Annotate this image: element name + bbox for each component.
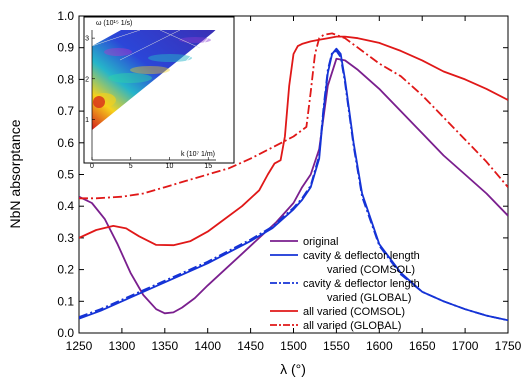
inset-heatmap: ω (10¹⁵ 1/s) k (10⁷ 1/m) 0 5 10 15 1 2 3 [83, 16, 235, 170]
y-tick-label: 0.7 [57, 104, 74, 118]
x-tick-label: 1500 [280, 339, 307, 353]
x-tick-label: 1400 [194, 339, 221, 353]
x-tick-label: 1450 [237, 339, 264, 353]
inset-x-title: k (10⁷ 1/m) [181, 151, 215, 158]
inset-x-tick-label: 10 [166, 163, 174, 170]
inset-y-tick-label: 2 [85, 76, 89, 83]
y-tick-label: 0.6 [57, 136, 74, 150]
inset-x-tick-label: 5 [129, 163, 133, 170]
inset-light-line-3 [159, 29, 201, 49]
x-tick-label: 1600 [366, 339, 393, 353]
inset-x-tick-label: 15 [204, 163, 212, 170]
series-line-original [79, 57, 508, 315]
legend-label: cavity & deflector length [303, 278, 420, 290]
legend-label-line2: varied (GLOBAL) [327, 292, 411, 304]
y-axis-title: NbN absorptance [7, 119, 23, 228]
x-tick-label: 1750 [495, 339, 522, 353]
y-tick-label: 1.0 [57, 9, 74, 23]
inset-x-tick-label: 0 [90, 163, 94, 170]
inset-band-features [92, 37, 211, 108]
x-tick-label: 1550 [323, 339, 350, 353]
legend-label-line2: varied (COMSOL) [327, 264, 415, 276]
legend-label: all varied (COMSOL) [303, 306, 405, 318]
inset-y-tick-label: 1 [85, 117, 89, 124]
legend: original cavity & deflector length varied … [270, 236, 420, 332]
tick-labels: 1250 1300 1350 1400 1450 1500 1550 1600 1650 1700… [57, 9, 521, 353]
inset-ticks: 0 5 10 15 1 2 3 [85, 36, 212, 170]
legend-label: cavity & deflector length [303, 250, 420, 262]
inset-light-line [91, 29, 217, 161]
y-tick-label: 0.9 [57, 41, 74, 55]
x-tick-label: 1300 [109, 339, 136, 353]
inset-light-line-4 [119, 29, 181, 61]
series-line-all-comsol [79, 35, 508, 247]
y-tick-label: 0.1 [57, 294, 74, 308]
x-tick-label: 1650 [409, 339, 436, 353]
series-line-all-global [79, 32, 508, 200]
inset-light-line-2 [91, 29, 141, 47]
inset-band-structure [92, 30, 216, 130]
x-tick-label: 1250 [66, 339, 93, 353]
y-tick-label: 0.3 [57, 231, 74, 245]
x-axis-title: λ (°) [280, 361, 306, 377]
x-tick-label: 1700 [452, 339, 479, 353]
x-tick-label: 1350 [151, 339, 178, 353]
y-tick-label: 0.8 [57, 72, 74, 86]
y-tick-label: 0.2 [57, 263, 74, 277]
series-layer [79, 32, 508, 322]
inset-y-title: ω (10¹⁵ 1/s) [96, 20, 132, 27]
y-tick-label: 0.0 [57, 326, 74, 340]
series-line-cavity-global [79, 50, 508, 322]
y-tick-label: 0.5 [57, 168, 74, 182]
legend-label: original [303, 236, 338, 248]
y-tick-label: 0.4 [57, 199, 74, 213]
legend-label: all varied (GLOBAL) [303, 320, 401, 332]
inset-y-tick-label: 3 [85, 36, 89, 43]
